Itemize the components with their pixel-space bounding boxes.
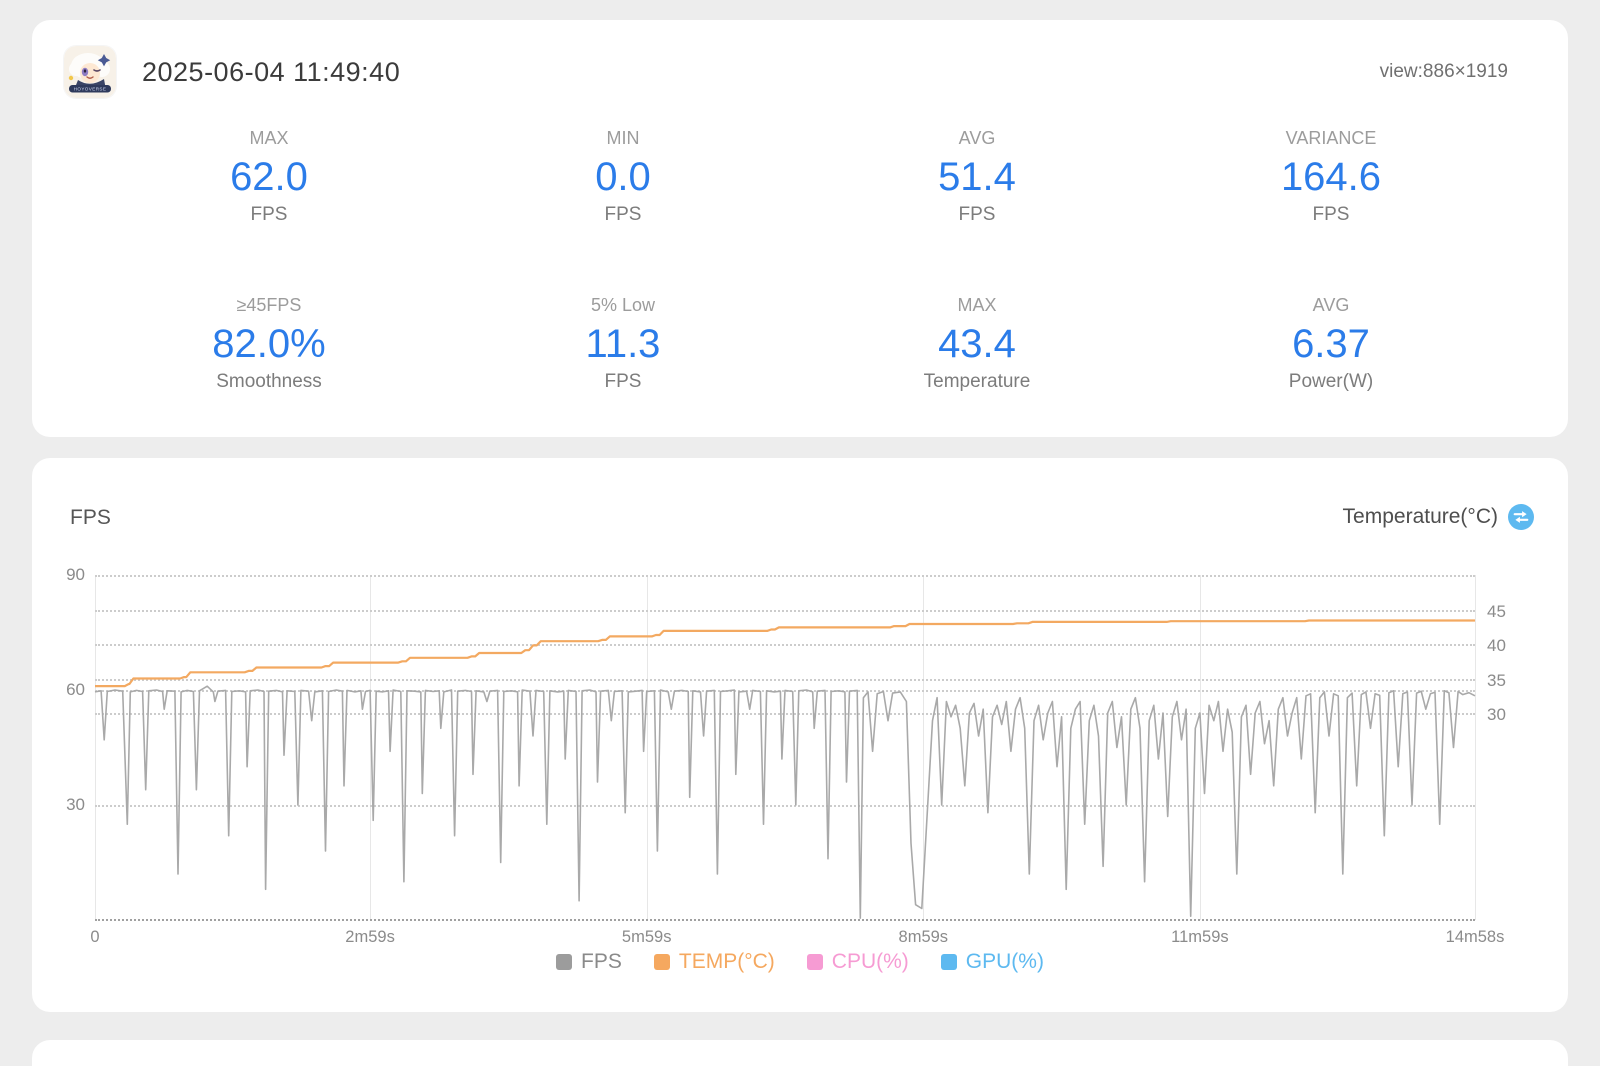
x-axis-tick-label: 11m59s [1171, 928, 1229, 946]
stat-value: 6.37 [1292, 322, 1370, 366]
y-axis-tick-label-left: 60 [66, 680, 85, 699]
stat-temp-max: MAX 43.4 Temperature [800, 294, 1154, 393]
x-gridline [1475, 575, 1476, 920]
legend-item-temp-c[interactable]: TEMP(°C) [653, 950, 775, 974]
legend-item-fps[interactable]: FPS [556, 950, 622, 974]
summary-header: HOYOVERSE 2025-06-04 11:49:40 view:886×1… [64, 46, 1508, 98]
x-gridline [370, 575, 372, 920]
x-axis-tick-label: 8m59s [898, 928, 949, 946]
stat-5pct-low: 5% Low 11.3 FPS [446, 294, 800, 393]
swap-axis-icon[interactable] [1508, 504, 1534, 530]
x-axis-tick-label: 0 [90, 928, 100, 946]
right-axis-title: Temperature(°C) [1342, 505, 1498, 528]
report-timestamp: 2025-06-04 11:49:40 [142, 56, 401, 87]
fps-line [94, 685, 1476, 919]
legend-label: CPU(%) [831, 950, 909, 973]
stat-label: MIN [606, 128, 640, 148]
x-axis-tick-label: 14m58s [1445, 928, 1505, 946]
stat-fps-variance: VARIANCE 164.6 FPS [1154, 127, 1508, 226]
y-gridline-right [95, 644, 1475, 646]
x-gridline [646, 575, 648, 920]
stat-unit: Power(W) [1288, 371, 1374, 392]
app-icon[interactable]: HOYOVERSE [64, 46, 116, 98]
stat-unit: FPS [604, 204, 642, 225]
stat-fps-min: MIN 0.0 FPS [446, 127, 800, 226]
stat-label: VARIANCE [1285, 128, 1377, 148]
stat-fps-max: MAX 62.0 FPS [92, 127, 446, 226]
fps-chart-card: FPS Temperature(°C) 90 60 30 45 40 35 30 0 2m59s… [32, 458, 1568, 1012]
legend-item-gpu[interactable]: GPU(%) [940, 950, 1044, 974]
stat-value: 51.4 [938, 155, 1016, 199]
x-gridline [95, 575, 96, 920]
legend-swatch [806, 954, 823, 970]
stat-unit: Temperature [923, 371, 1031, 392]
next-card-partial [32, 1040, 1568, 1066]
left-axis-title: FPS [70, 506, 111, 529]
y-gridline-right [95, 713, 1475, 715]
view-resolution-label: view:886×1919 [1379, 61, 1508, 82]
legend-label: GPU(%) [965, 950, 1044, 973]
y-axis-tick-label-right: 30 [1487, 705, 1506, 724]
app-icon-badge-text: HOYOVERSE [74, 87, 107, 92]
legend-swatch [940, 954, 957, 970]
y-axis-tick-label-right: 40 [1487, 636, 1506, 655]
stat-smoothness: ≥45FPS 82.0% Smoothness [92, 294, 446, 393]
stat-value: 11.3 [585, 322, 661, 366]
stat-label: MAX [957, 295, 997, 315]
app-icon-art: HOYOVERSE [64, 46, 116, 98]
stat-unit: FPS [1312, 204, 1350, 225]
y-gridline-left [95, 575, 1475, 577]
chart-series-canvas [94, 619, 1476, 919]
y-gridline-right [95, 678, 1475, 681]
stat-unit: FPS [958, 204, 996, 225]
x-gridline [923, 575, 925, 920]
legend-label: TEMP(°C) [678, 950, 775, 973]
stat-power-avg: AVG 6.37 Power(W) [1154, 294, 1508, 393]
stat-unit: FPS [604, 371, 642, 392]
y-gridline-left [95, 805, 1475, 807]
x-axis-line [95, 919, 1475, 921]
stat-label: AVG [958, 128, 996, 148]
right-axis-header: Temperature(°C) [1343, 504, 1534, 530]
temp-c-line [95, 619, 1475, 688]
y-axis-tick-label-right: 45 [1487, 601, 1506, 621]
legend-swatch [556, 954, 573, 970]
stat-value: 0.0 [595, 155, 651, 199]
y-gridline-right [95, 609, 1475, 612]
stat-value: 164.6 [1280, 155, 1382, 199]
stat-unit: FPS [250, 204, 288, 225]
x-axis-tick-label: 2m59s [345, 928, 395, 946]
stats-grid: MAX 62.0 FPS MIN 0.0 FPS AVG 51.4 FPS VA… [92, 127, 1508, 393]
stat-unit: Smoothness [216, 371, 322, 392]
stat-label: MAX [249, 128, 289, 148]
legend-swatch [653, 954, 670, 970]
stat-label: 5% Low [590, 295, 656, 315]
y-axis-tick-label-left: 30 [66, 795, 85, 814]
y-axis-tick-label-right: 35 [1487, 670, 1506, 690]
stat-value: 82.0% [212, 322, 326, 366]
stat-fps-avg: AVG 51.4 FPS [800, 127, 1154, 226]
stat-label: AVG [1312, 295, 1350, 315]
legend-label: FPS [581, 950, 622, 973]
chart-plot-area[interactable]: 90 60 30 45 40 35 30 0 2m59s 5m59s 8m59s 11m59s 14m5… [66, 565, 1506, 946]
y-axis-tick-label-left: 90 [66, 565, 85, 584]
stat-value: 62.0 [230, 155, 308, 199]
legend-item-cpu[interactable]: CPU(%) [806, 950, 909, 974]
summary-card: HOYOVERSE 2025-06-04 11:49:40 view:886×1… [32, 20, 1568, 437]
chart-legend: FPS TEMP(°C) CPU(%) GPU(%) [32, 950, 1568, 974]
x-axis-tick-label: 5m59s [621, 928, 672, 946]
stat-value: 43.4 [938, 322, 1016, 366]
stat-label: ≥45FPS [236, 295, 302, 315]
x-gridline [1199, 575, 1201, 920]
